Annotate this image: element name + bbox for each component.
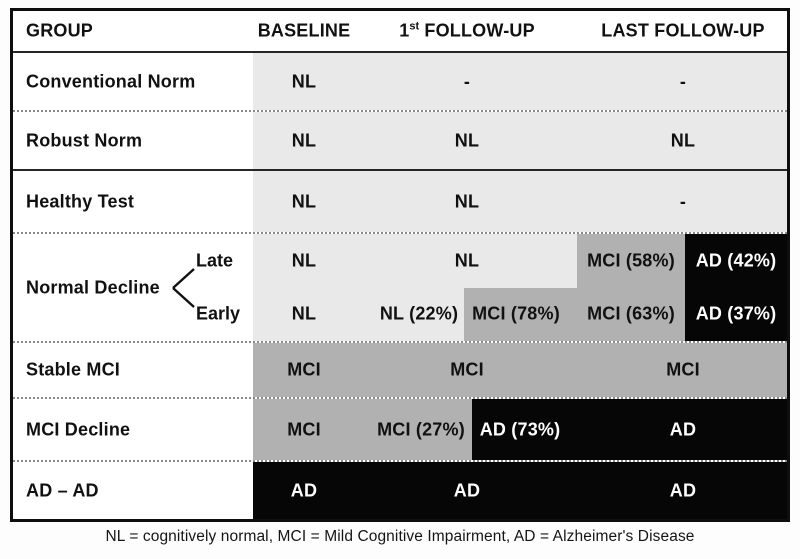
cell-segment-ad xyxy=(472,399,787,460)
row-stable-mci: Stable MCI MCI MCI MCI xyxy=(13,341,787,397)
cell-value: AD (37%) xyxy=(695,303,777,324)
cell-value: NL xyxy=(291,71,317,91)
cell-value: NL xyxy=(291,130,317,150)
row-robust-norm: Robust Norm NL NL NL xyxy=(13,110,787,169)
cell-value: NL xyxy=(291,250,317,271)
cell-value: AD xyxy=(453,480,481,500)
cell-value: AD (42%) xyxy=(695,250,777,271)
row-conventional-norm: Conventional Norm NL - - xyxy=(13,51,787,110)
cell-value: MCI (27%) xyxy=(377,419,465,439)
cell-value: NL xyxy=(454,250,480,271)
cell-segment-nl xyxy=(253,287,464,341)
row-label: Robust Norm xyxy=(26,130,143,150)
row-healthy-test: Healthy Test NL NL - xyxy=(13,169,787,232)
cell-value: AD xyxy=(290,480,318,500)
row-label: Conventional Norm xyxy=(26,71,196,91)
row-label: Healthy Test xyxy=(26,191,135,211)
cell-value: AD xyxy=(669,480,697,500)
cell-segment-ad xyxy=(685,234,787,288)
cell-segment-ad xyxy=(253,462,787,519)
row-label: Normal Decline xyxy=(26,277,160,297)
row-normal-decline: Normal Decline Late Early NL NL MCI (58%… xyxy=(13,232,787,341)
header-first-num: 1 xyxy=(399,20,410,41)
cell-value: - xyxy=(463,71,471,91)
cell-segment-nl xyxy=(253,53,787,110)
cell-value: AD (73%) xyxy=(479,419,561,439)
cell-value: NL xyxy=(291,303,317,324)
sublabel-late: Late xyxy=(196,250,234,271)
brace-connector xyxy=(172,267,195,308)
cell-segment-mci xyxy=(577,234,685,288)
header-row: GROUP BASELINE 1st FOLLOW-UP LAST FOLLOW… xyxy=(13,11,787,51)
cell-segment-nl xyxy=(253,234,577,288)
cell-value: NL xyxy=(454,130,480,150)
cell-value: MCI xyxy=(287,419,321,439)
legend-text: NL = cognitively normal, MCI = Mild Cogn… xyxy=(105,528,695,545)
row-ad-ad: AD – AD AD AD AD xyxy=(13,460,787,519)
header-first-rest: FOLLOW-UP xyxy=(419,20,535,41)
cell-value: MCI (63%) xyxy=(587,303,675,324)
header-group: GROUP xyxy=(26,20,94,41)
cell-segment-nl xyxy=(253,171,787,232)
trajectory-table: GROUP BASELINE 1st FOLLOW-UP LAST FOLLOW… xyxy=(10,8,790,522)
cell-value: - xyxy=(679,191,687,211)
cell-value: NL xyxy=(670,130,696,150)
row-label: Stable MCI xyxy=(26,359,121,380)
row-mci-decline: MCI Decline MCI MCI (27%) AD (73%) AD xyxy=(13,397,787,460)
row-label: MCI Decline xyxy=(26,419,131,439)
cell-value: MCI (78%) xyxy=(472,303,560,324)
cell-value: NL (22%) xyxy=(379,303,459,324)
header-first-followup: 1st FOLLOW-UP xyxy=(399,21,535,42)
header-baseline: BASELINE xyxy=(257,20,351,41)
cell-value: NL xyxy=(291,191,317,211)
cell-value: MCI xyxy=(666,359,700,380)
row-label: AD – AD xyxy=(26,480,99,500)
header-first-ordinal: st xyxy=(409,20,420,33)
cell-value: MCI (58%) xyxy=(587,250,675,271)
cell-value: NL xyxy=(454,191,480,211)
cell-value: - xyxy=(679,71,687,91)
cell-value: AD xyxy=(669,419,697,439)
header-last-followup: LAST FOLLOW-UP xyxy=(601,20,765,41)
cell-segment-mci xyxy=(253,343,787,397)
cell-segment-nl xyxy=(253,112,787,169)
cell-value: MCI xyxy=(450,359,484,380)
cell-segment-mci xyxy=(253,399,472,460)
sublabel-early: Early xyxy=(196,303,241,324)
cell-segment-mci xyxy=(464,287,685,341)
cell-value: MCI xyxy=(287,359,321,380)
cell-segment-ad xyxy=(685,287,787,341)
